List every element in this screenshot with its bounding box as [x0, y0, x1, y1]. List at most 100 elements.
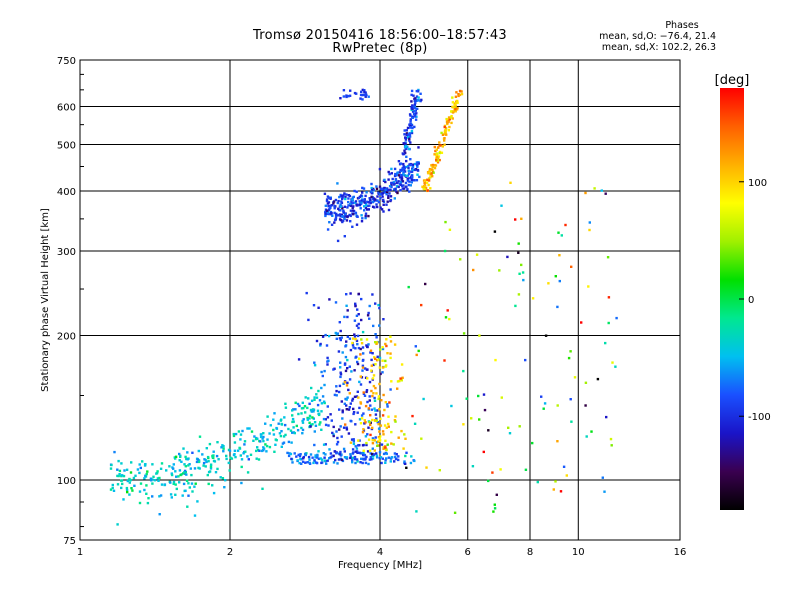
data-point: [333, 207, 336, 210]
data-point: [364, 203, 368, 207]
data-point: [423, 179, 427, 182]
data-point: [393, 419, 397, 422]
data-point: [405, 147, 408, 151]
data-point: [173, 456, 176, 459]
data-point: [337, 207, 340, 210]
data-point: [397, 185, 400, 189]
data-point: [408, 180, 411, 183]
data-point: [331, 214, 334, 217]
data-point: [404, 181, 408, 185]
data-point: [357, 326, 360, 330]
data-point: [359, 383, 363, 386]
data-point: [293, 452, 296, 455]
data-point: [383, 424, 387, 427]
data-point: [353, 333, 356, 336]
data-point: [456, 101, 459, 104]
data-point: [238, 446, 241, 450]
data-point: [339, 329, 342, 333]
data-point: [607, 296, 611, 299]
data-point: [284, 406, 288, 409]
data-point: [409, 184, 412, 187]
data-point: [389, 356, 392, 360]
data-point: [370, 186, 373, 190]
data-point: [487, 429, 490, 432]
data-point: [338, 321, 341, 324]
data-point: [319, 457, 322, 460]
data-point: [364, 421, 367, 424]
data-point: [313, 396, 316, 399]
data-point: [355, 324, 359, 327]
data-point: [387, 456, 391, 459]
data-point: [258, 449, 261, 452]
data-point: [322, 417, 326, 421]
x-axis: 1 2 4 6 8 10 16: [77, 547, 687, 558]
data-point: [365, 441, 368, 445]
data-point: [178, 459, 181, 462]
data-point: [443, 143, 446, 146]
data-point: [431, 175, 434, 178]
data-point: [138, 501, 142, 505]
data-point: [143, 488, 146, 492]
data-point: [345, 304, 348, 307]
data-point: [393, 460, 396, 463]
data-point: [388, 192, 391, 195]
data-point: [453, 103, 456, 106]
data-point: [376, 205, 379, 209]
data-point: [127, 478, 131, 481]
data-point: [360, 297, 363, 301]
data-point: [178, 469, 182, 472]
data-point: [336, 182, 339, 185]
data-point: [413, 115, 416, 118]
data-point: [415, 95, 419, 98]
data-point: [269, 424, 272, 427]
data-point: [160, 462, 164, 465]
data-point: [423, 185, 426, 188]
data-point: [384, 180, 387, 184]
data-point: [342, 211, 346, 214]
data-point: [411, 104, 414, 107]
data-point: [351, 341, 354, 345]
data-point: [351, 397, 355, 401]
data-point: [385, 193, 388, 196]
data-point: [254, 437, 258, 441]
data-point: [507, 426, 510, 429]
data-point: [556, 305, 559, 309]
data-point: [126, 490, 129, 494]
data-point: [374, 341, 377, 344]
data-point: [351, 456, 354, 460]
data-point: [332, 433, 335, 436]
data-point: [587, 285, 590, 288]
data-point: [314, 424, 318, 427]
data-point: [378, 451, 382, 454]
data-point: [434, 149, 437, 153]
data-point: [207, 482, 210, 486]
data-point: [355, 223, 359, 226]
x-tick-label: 1: [77, 547, 83, 558]
data-point: [349, 204, 353, 207]
data-point: [437, 146, 440, 149]
data-point: [353, 456, 356, 459]
data-point: [357, 313, 360, 316]
data-point: [374, 436, 377, 439]
data-point: [405, 451, 408, 454]
data-point: [216, 467, 219, 471]
data-point: [109, 467, 113, 470]
data-point: [338, 428, 341, 431]
data-point: [292, 420, 295, 423]
data-point: [324, 204, 327, 207]
data-point: [262, 435, 265, 439]
data-point: [122, 474, 126, 478]
data-point: [570, 420, 573, 423]
data-point: [324, 210, 327, 214]
data-point: [246, 471, 250, 474]
data-point: [343, 402, 346, 405]
data-point: [414, 101, 417, 104]
data-point: [354, 338, 357, 341]
data-point: [363, 394, 367, 397]
data-point: [295, 424, 298, 428]
data-point: [517, 242, 520, 245]
data-point: [374, 386, 377, 390]
data-point: [201, 453, 204, 456]
data-point: [391, 177, 394, 181]
data-point: [314, 456, 317, 459]
